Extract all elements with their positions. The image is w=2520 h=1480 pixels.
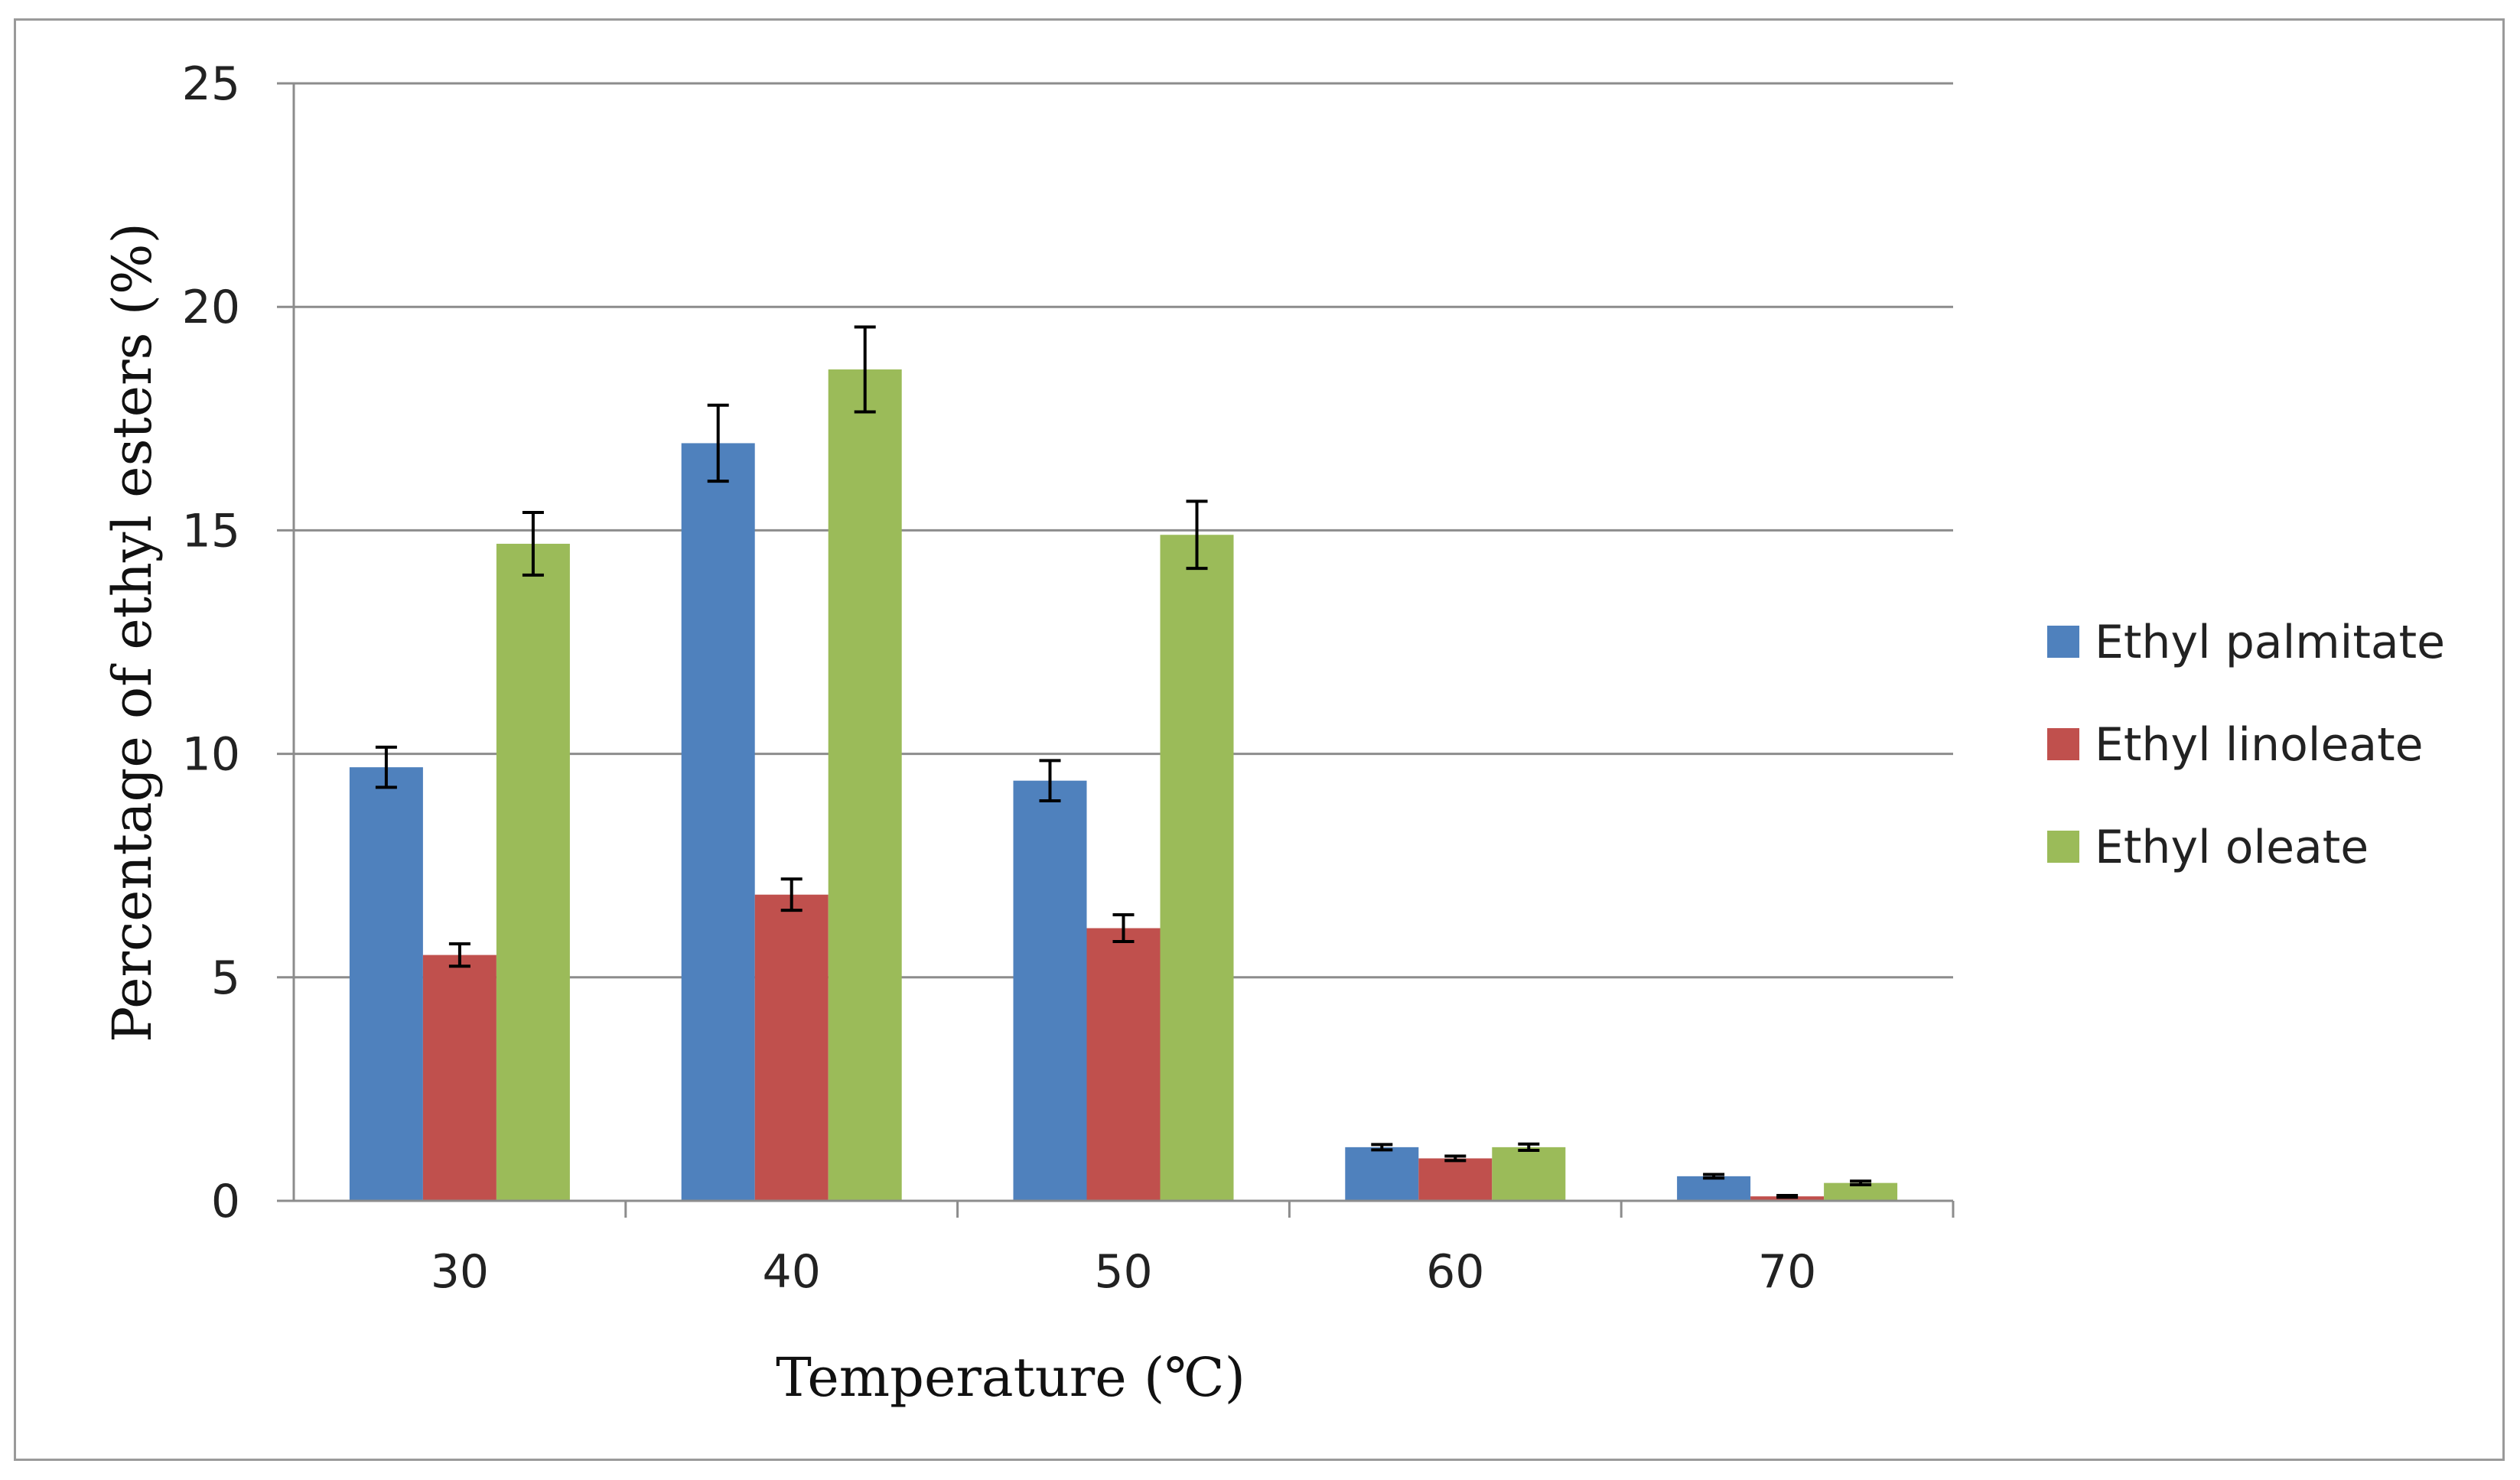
bar xyxy=(1086,928,1161,1201)
bar xyxy=(422,955,497,1201)
y-axis-title: Percentage of ethyl esters (%) xyxy=(101,223,164,1043)
chart-frame: 0 5 10 15 20 25 30 40 50 60 70 Temperature (℃) Pe… xyxy=(14,18,2505,1461)
bar-chart: 0 5 10 15 20 25 30 40 50 60 70 Temperature (℃) Pe… xyxy=(101,57,2445,1409)
x-axis-title: Temperature (℃) xyxy=(776,1346,1245,1409)
legend-swatch xyxy=(2047,728,2079,760)
x-tick-label: 30 xyxy=(431,1245,489,1299)
y-tick-label: 10 xyxy=(182,728,240,782)
y-tick-label: 5 xyxy=(211,951,240,1005)
y-tick-labels: 0 5 10 15 20 25 xyxy=(182,57,240,1228)
legend-label: Ethyl linoleate xyxy=(2095,718,2424,772)
y-tick-label: 15 xyxy=(182,504,240,558)
bar xyxy=(496,543,570,1201)
x-tick-label: 40 xyxy=(763,1245,821,1299)
x-tick-label: 70 xyxy=(1758,1245,1816,1299)
axes xyxy=(277,82,1955,1218)
legend-label: Ethyl palmitate xyxy=(2095,616,2445,669)
x-tick-label: 50 xyxy=(1094,1245,1152,1299)
y-tick-label: 20 xyxy=(182,281,240,334)
legend-swatch xyxy=(2047,626,2079,658)
bar xyxy=(828,369,902,1201)
bar xyxy=(1677,1176,1751,1201)
bar xyxy=(1492,1147,1566,1201)
bar xyxy=(1418,1158,1493,1201)
bar xyxy=(1013,780,1087,1201)
legend: Ethyl palmitate Ethyl linoleate Ethyl olea… xyxy=(2047,616,2445,874)
bar xyxy=(349,767,423,1201)
legend-label: Ethyl oleate xyxy=(2095,821,2369,874)
gridlines xyxy=(294,82,1953,979)
bar xyxy=(1160,535,1234,1201)
bar xyxy=(754,894,829,1201)
bar xyxy=(1824,1182,1898,1201)
error-bars xyxy=(375,325,1872,1199)
x-tick-label: 60 xyxy=(1426,1245,1484,1299)
y-tick-label: 0 xyxy=(211,1175,240,1228)
x-tick-labels: 30 40 50 60 70 xyxy=(431,1245,1817,1299)
bar xyxy=(681,443,755,1201)
bar xyxy=(1345,1147,1419,1201)
legend-swatch xyxy=(2047,831,2079,863)
bars xyxy=(349,369,1898,1201)
y-tick-label: 25 xyxy=(182,57,240,111)
